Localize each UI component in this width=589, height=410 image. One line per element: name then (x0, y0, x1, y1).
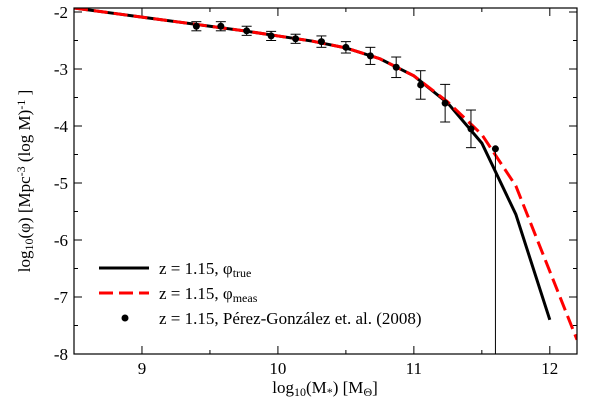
legend-marker (121, 314, 129, 322)
label-part: ] (372, 378, 378, 397)
y-tick-label: -4 (54, 117, 69, 136)
label-part: log (272, 378, 294, 397)
label-part: Θ (363, 385, 372, 399)
x-tick-label: 9 (138, 359, 147, 378)
x-tick-label: 12 (541, 359, 558, 378)
legend-name: z = 1.15, φ (159, 259, 233, 278)
plot-frame (73, 7, 578, 355)
label-part: (φ) [Mpc (15, 176, 34, 239)
label-part: 10 (294, 385, 306, 399)
x-tick-label: 10 (269, 359, 286, 378)
y-tick-label: -7 (54, 288, 69, 307)
label-part: -3 (14, 166, 28, 176)
y-tick-label: -6 (54, 231, 68, 250)
data-point (467, 125, 475, 133)
series-line (74, 8, 577, 341)
y-tick-label: -5 (54, 174, 68, 193)
data-point (292, 35, 300, 43)
data-point (192, 22, 200, 30)
legend-label: z = 1.15, φmeas (159, 284, 258, 305)
data-point (441, 99, 449, 107)
y-tick-label: -3 (54, 60, 68, 79)
data-point (392, 63, 400, 71)
label-part: * (327, 385, 333, 399)
label-part: 10 (22, 239, 36, 251)
data-point (267, 32, 275, 40)
legend-label: z = 1.15, φtrue (159, 259, 251, 280)
data-point (417, 81, 425, 89)
label-part: ] (15, 90, 34, 100)
legend-label: z = 1.15, Pérez-González et. al. (2008) (159, 309, 422, 328)
y-tick-label: -8 (54, 345, 68, 364)
label-part: (M (306, 378, 327, 397)
label-part: -1 (14, 100, 28, 110)
legend-subscript: meas (233, 291, 258, 305)
x-axis-label: log10(M*) [MΘ] (272, 378, 378, 399)
y-tick-label: -2 (54, 3, 68, 22)
label-part: ) [M (333, 378, 364, 397)
x-tick-label: 11 (406, 359, 422, 378)
legend-subscript: true (233, 266, 252, 280)
legend-name: z = 1.15, φ (159, 284, 233, 303)
y-axis-label: log10(φ) [Mpc-3 (log M)-1 ] (14, 90, 36, 273)
legend-name: z = 1.15, Pérez-González et. al. (2008) (159, 309, 422, 328)
data-point (217, 22, 225, 30)
label-part: log (15, 250, 34, 272)
series-line (74, 8, 552, 321)
label-part: (log M) (15, 110, 34, 167)
data-point (342, 43, 350, 51)
plot-area (74, 8, 577, 354)
data-point (243, 27, 251, 35)
data-point (317, 38, 325, 46)
data-point (491, 145, 499, 153)
data-point (366, 52, 374, 60)
